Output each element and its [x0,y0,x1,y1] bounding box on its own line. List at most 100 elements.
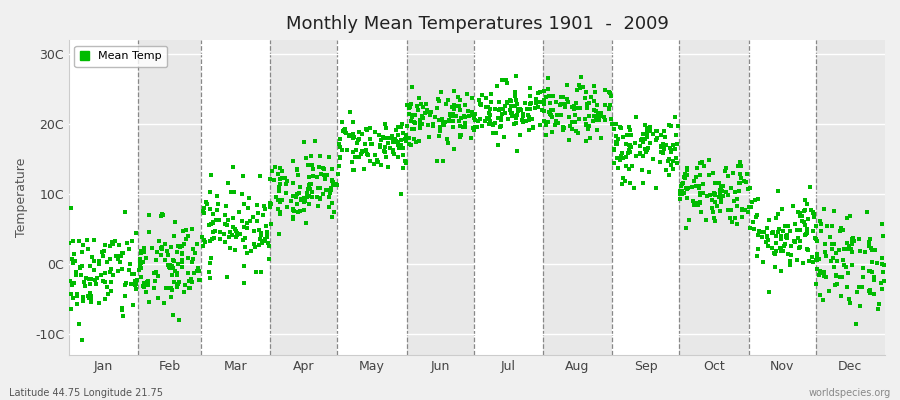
Point [733,159,747,166]
Point [246,214,260,221]
Point [278,190,293,197]
Point [464,95,479,101]
Point [809,253,824,259]
Point [742,185,757,192]
Point [466,112,481,118]
Point [254,232,268,238]
Point [693,199,707,205]
Point [550,112,564,118]
Point [163,265,177,271]
Point [241,204,256,211]
Point [373,144,387,150]
Point [533,99,547,105]
Point [170,249,184,256]
Point [161,252,176,259]
Point [587,112,601,119]
Point [594,110,608,117]
Point [718,165,733,172]
Point [807,211,822,217]
Point [401,105,416,112]
Point [177,289,192,295]
Point [103,269,117,275]
Point [346,130,361,137]
Point [796,208,811,214]
Point [236,172,250,179]
Point [327,208,341,215]
Point [580,125,595,131]
Point [642,168,656,175]
Point [755,229,770,235]
Point [579,116,593,122]
Point [293,208,308,214]
Point [129,280,143,287]
Point [730,202,744,209]
Point [855,284,869,290]
Point [816,296,831,303]
Point [808,223,823,229]
Point [302,162,316,168]
Point [813,268,827,274]
Point [338,126,352,132]
Point [381,140,395,146]
Point [84,293,98,300]
Point [680,186,695,192]
Point [621,149,635,156]
Point [129,286,143,292]
Point [799,246,814,252]
Point [399,132,413,138]
Point [237,263,251,269]
Point [751,196,765,202]
Point [175,250,189,256]
Point [451,94,465,100]
Point [293,184,308,190]
Point [464,134,479,141]
Point [359,148,374,154]
Point [691,182,706,189]
Point [65,282,79,288]
Point [157,300,171,306]
Point [508,115,523,121]
Point [849,321,863,328]
Point [842,296,856,302]
Point [137,244,151,251]
Point [876,233,890,239]
Point [232,209,247,215]
Point [773,236,788,242]
Point [166,258,181,264]
Point [829,272,843,278]
Point [367,152,382,158]
Point [259,222,274,229]
Point [441,96,455,103]
Point [473,102,488,108]
Point [211,201,225,208]
Point [491,142,505,149]
Point [598,101,613,108]
Point [691,202,706,208]
Point [479,103,493,110]
Point [273,208,287,215]
Point [313,196,328,203]
Point [202,269,216,275]
Point [241,195,256,202]
Point [591,114,606,120]
Point [112,268,126,274]
Point [723,215,737,222]
Point [778,243,792,250]
Point [473,100,488,107]
Point [70,301,85,308]
Point [399,159,413,166]
Point [728,215,742,222]
Point [433,128,447,134]
Point [136,283,150,290]
Point [544,107,558,114]
Point [791,209,806,216]
Point [176,264,190,270]
Point [783,258,797,264]
Point [148,268,163,275]
Point [264,200,278,207]
Point [825,255,840,261]
Point [372,132,386,138]
Point [413,117,428,123]
Point [649,137,663,143]
Point [825,223,840,230]
